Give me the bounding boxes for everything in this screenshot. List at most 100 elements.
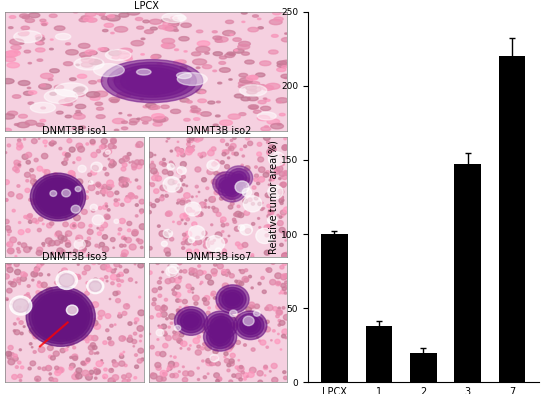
Circle shape [122,236,126,239]
Circle shape [30,173,85,221]
Circle shape [177,72,207,85]
Circle shape [258,167,265,173]
Circle shape [85,241,88,243]
Circle shape [246,376,248,377]
Circle shape [168,367,172,370]
Circle shape [79,18,88,22]
Circle shape [139,199,145,204]
Circle shape [284,274,289,279]
Circle shape [205,343,208,347]
Circle shape [282,274,287,278]
Circle shape [41,299,81,334]
Circle shape [282,307,285,309]
Circle shape [15,163,21,168]
Circle shape [208,101,215,104]
Circle shape [132,231,138,236]
Circle shape [76,64,79,65]
Circle shape [98,310,105,316]
Circle shape [69,337,75,342]
Circle shape [124,71,131,74]
Circle shape [134,85,146,90]
Circle shape [74,293,80,298]
Circle shape [269,179,271,181]
Circle shape [282,261,287,266]
Circle shape [122,379,128,384]
Circle shape [115,191,119,195]
Circle shape [234,94,244,98]
Circle shape [97,262,101,264]
Circle shape [186,149,192,155]
Circle shape [262,290,266,294]
Circle shape [282,216,283,217]
Circle shape [230,310,237,316]
Circle shape [162,241,168,246]
Circle shape [211,356,215,361]
Circle shape [179,270,182,273]
Circle shape [172,289,175,291]
Circle shape [172,221,174,223]
Circle shape [184,51,187,52]
Circle shape [82,370,89,376]
Circle shape [95,374,97,375]
Circle shape [230,190,234,194]
Circle shape [279,216,282,218]
Circle shape [188,238,194,243]
Circle shape [181,312,201,330]
Circle shape [244,269,248,272]
Circle shape [52,178,55,181]
Circle shape [239,366,243,369]
Circle shape [73,324,75,325]
Circle shape [246,85,257,90]
Circle shape [128,193,133,197]
Circle shape [70,301,76,306]
Circle shape [151,161,153,163]
Circle shape [72,223,76,225]
Circle shape [231,344,234,346]
Circle shape [186,185,188,187]
Circle shape [273,307,277,311]
Circle shape [137,69,151,75]
Circle shape [108,378,115,384]
Circle shape [165,26,177,31]
Circle shape [282,253,288,258]
Circle shape [119,336,126,341]
Circle shape [205,130,209,132]
Circle shape [251,82,259,85]
Circle shape [203,327,207,330]
Circle shape [95,377,97,379]
Circle shape [89,59,101,64]
Circle shape [156,376,163,382]
Circle shape [229,181,231,183]
Circle shape [34,335,38,339]
Circle shape [103,377,105,379]
Circle shape [154,116,168,122]
Circle shape [272,220,275,223]
Circle shape [160,312,167,317]
Circle shape [227,52,234,55]
Circle shape [102,362,103,364]
Circle shape [64,286,69,291]
Circle shape [81,325,86,330]
Circle shape [282,254,287,258]
Circle shape [26,215,32,220]
Circle shape [238,177,240,179]
Circle shape [220,120,232,126]
Circle shape [76,337,78,339]
Circle shape [28,323,30,325]
Circle shape [91,152,97,158]
Circle shape [240,224,252,235]
Circle shape [65,97,76,102]
Circle shape [249,275,251,278]
Circle shape [251,203,255,205]
Circle shape [244,344,246,346]
Circle shape [16,306,21,310]
Circle shape [267,214,271,218]
Circle shape [17,185,20,187]
Circle shape [248,27,258,32]
Circle shape [54,208,55,210]
Circle shape [58,314,64,319]
Circle shape [39,180,77,214]
Circle shape [182,184,185,186]
Circle shape [159,277,162,279]
Circle shape [122,156,129,162]
